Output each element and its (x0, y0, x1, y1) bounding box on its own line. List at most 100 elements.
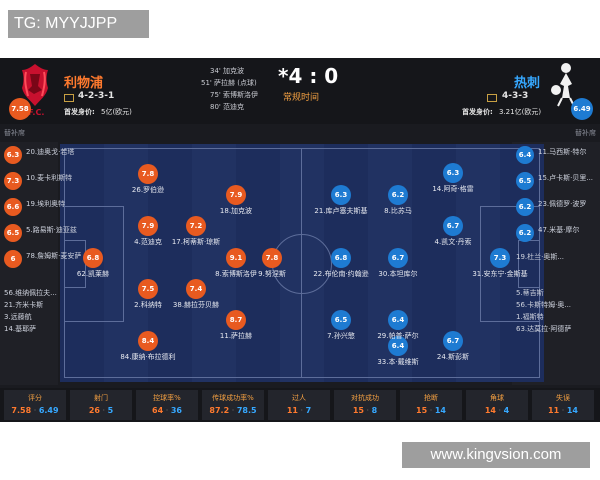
home-player-name[interactable]: 4.范迪克 (134, 238, 162, 246)
home-sub-name[interactable]: 78.詹姆斯·麦安萨 (26, 252, 82, 260)
home-sub-name[interactable]: 14.基耶萨 (4, 325, 37, 333)
stat-cell: 射门 26 · 5 (70, 390, 132, 420)
home-sub-name[interactable]: 20.迪奥戈·若塔 (26, 148, 75, 156)
away-player-rating[interactable]: 6.7 (388, 248, 408, 268)
away-sub-name[interactable]: 47.米基·摩尔 (538, 226, 580, 234)
stat-away-value: 8 (371, 406, 378, 415)
stat-cell: 失误 11 · 14 (532, 390, 594, 420)
home-player-rating[interactable]: 7.9 (226, 185, 246, 205)
stat-away-value: 36 (170, 406, 182, 415)
away-sub-name[interactable]: 19.杜兰·奥斯... (516, 253, 565, 261)
stat-cell: 传球成功率% 87.2 · 78.5 (202, 390, 264, 420)
away-player-rating[interactable]: 6.2 (388, 185, 408, 205)
away-sub-name[interactable]: 11.马西斯·特尔 (538, 148, 587, 156)
away-player-rating[interactable]: 6.3 (331, 185, 351, 205)
stat-away-value: 6.49 (38, 406, 59, 415)
stat-home-value: 87.2 (209, 406, 230, 415)
home-player-name[interactable]: 84.康纳·布拉德利 (120, 353, 176, 361)
away-rating-badge: 6.49 (571, 98, 593, 120)
home-sub-rating[interactable]: 7.3 (4, 172, 22, 190)
home-sub-rating[interactable]: 6.3 (4, 146, 22, 164)
away-player-rating[interactable]: 6.5 (331, 310, 351, 330)
away-sub-name[interactable]: 1.福斯特 (516, 313, 544, 321)
home-player-rating[interactable]: 9.1 (226, 248, 246, 268)
away-sub-name[interactable]: 23.佩德罗·波罗 (538, 200, 587, 208)
away-sub-rating[interactable]: 6.5 (516, 172, 534, 190)
home-sub-name[interactable]: 56.维纳佩拉夫... (4, 289, 57, 297)
away-sub-rating[interactable]: 6.4 (516, 146, 534, 164)
away-player-name[interactable]: 29.帕普·萨尔 (377, 332, 419, 340)
home-player-name[interactable]: 18.加克波 (219, 207, 253, 215)
away-player-rating[interactable]: 7.3 (490, 248, 510, 268)
away-player-name[interactable]: 30.本坦库尔 (378, 270, 418, 278)
stat-label: 评分 (28, 394, 42, 402)
away-sub-name[interactable]: 63.达莫拉·阿德萨 (516, 325, 572, 333)
away-player-name[interactable]: 7.孙兴慜 (327, 332, 355, 340)
away-player-name[interactable]: 21.库卢塞夫斯基 (314, 207, 368, 215)
match-header: L.F.C. 7.58 利物浦 4-2-3-1 首发身价: 5亿(欧元) 34'… (0, 58, 600, 124)
away-player-name[interactable]: 24.斯彭斯 (436, 353, 470, 361)
home-sub-name[interactable]: 3.远藤航 (4, 313, 32, 321)
home-player-rating[interactable]: 6.8 (83, 248, 103, 268)
away-sub-name[interactable]: 56.卡斯特姆·奥... (516, 301, 572, 309)
away-player-rating[interactable]: 6.4 (388, 310, 408, 330)
stat-away-value: 4 (503, 406, 510, 415)
home-player-rating[interactable]: 7.8 (138, 164, 158, 184)
home-player-name[interactable]: 9.努涅斯 (258, 270, 286, 278)
home-player-name[interactable]: 62.凯莱赫 (76, 270, 110, 278)
away-player-name[interactable]: 4.凯文·丹索 (434, 238, 472, 246)
stat-cell: 评分 7.58 · 6.49 (4, 390, 66, 420)
away-player-name[interactable]: 22.布伦南·约翰逊 (313, 270, 369, 278)
away-player-name[interactable]: 14.阿奇·格雷 (432, 185, 474, 193)
home-player-name[interactable]: 2.科纳特 (134, 301, 162, 309)
formation-icon (64, 94, 74, 102)
home-player-rating[interactable]: 7.5 (138, 279, 158, 299)
home-player-name[interactable]: 26.罗伯逊 (131, 186, 165, 194)
stat-away-value: 14 (434, 406, 446, 415)
home-player-rating[interactable]: 7.2 (186, 216, 206, 236)
home-sub-rating[interactable]: 6 (4, 250, 22, 268)
stat-cell: 角球 14 · 4 (466, 390, 528, 420)
home-player-rating[interactable]: 7.4 (186, 279, 206, 299)
match-panel: L.F.C. 7.58 利物浦 4-2-3-1 首发身价: 5亿(欧元) 34'… (0, 58, 600, 422)
away-team-name[interactable]: 热刺 (514, 76, 541, 91)
stat-away-value: 14 (566, 406, 578, 415)
home-player-rating[interactable]: 8.7 (226, 310, 246, 330)
away-sub-rating[interactable]: 6.2 (516, 198, 534, 216)
home-team-name[interactable]: 利物浦 (64, 76, 104, 91)
pitch (60, 144, 544, 382)
home-player-name[interactable]: 17.柯蒂斯·琼斯 (171, 238, 221, 246)
away-sub-rating[interactable]: 6.2 (516, 224, 534, 242)
away-sub-name[interactable]: 5.蒂吉斯 (516, 289, 544, 297)
watermark-top: TG: MYYJJPP (8, 10, 149, 38)
away-player-rating[interactable]: 6.7 (443, 331, 463, 351)
stat-home-value: 11 (548, 406, 560, 415)
away-player-name[interactable]: 31.安东宁·金斯基 (472, 270, 528, 278)
home-player-name[interactable]: 8.索博斯洛伊 (215, 270, 257, 278)
stat-home-value: 26 (88, 406, 100, 415)
stat-label: 对抗成功 (351, 394, 379, 402)
away-sub-name[interactable]: 15.卢卡斯·贝里... (538, 174, 594, 182)
home-sub-rating[interactable]: 6.5 (4, 224, 22, 242)
away-player-rating[interactable]: 6.4 (388, 336, 408, 356)
home-sub-name[interactable]: 21.齐米卡斯 (4, 301, 44, 309)
home-player-name[interactable]: 38.赫拉芬贝赫 (172, 301, 220, 309)
away-player-name[interactable]: 8.比苏马 (384, 207, 412, 215)
home-sub-rating[interactable]: 6.6 (4, 198, 22, 216)
away-player-rating[interactable]: 6.8 (331, 248, 351, 268)
stat-home-value: 15 (352, 406, 364, 415)
home-player-rating[interactable]: 7.9 (138, 216, 158, 236)
home-value: 5亿(欧元) (101, 108, 132, 116)
home-player-rating[interactable]: 7.8 (262, 248, 282, 268)
home-sub-name[interactable]: 10.麦卡利斯特 (26, 174, 73, 182)
home-player-name[interactable]: 11.萨拉赫 (219, 332, 253, 340)
home-value-label: 首发身价: (64, 108, 95, 116)
home-player-rating[interactable]: 8.4 (138, 331, 158, 351)
away-player-rating[interactable]: 6.3 (443, 163, 463, 183)
home-sub-name[interactable]: 19.埃利奥特 (26, 200, 66, 208)
away-value: 3.21亿(欧元) (499, 108, 542, 116)
home-sub-name[interactable]: 5.路易斯·迪亚兹 (26, 226, 77, 234)
home-subs-label: 替补席 (4, 129, 25, 137)
away-player-rating[interactable]: 6.7 (443, 216, 463, 236)
away-player-name[interactable]: 33.本·戴维斯 (377, 358, 419, 366)
